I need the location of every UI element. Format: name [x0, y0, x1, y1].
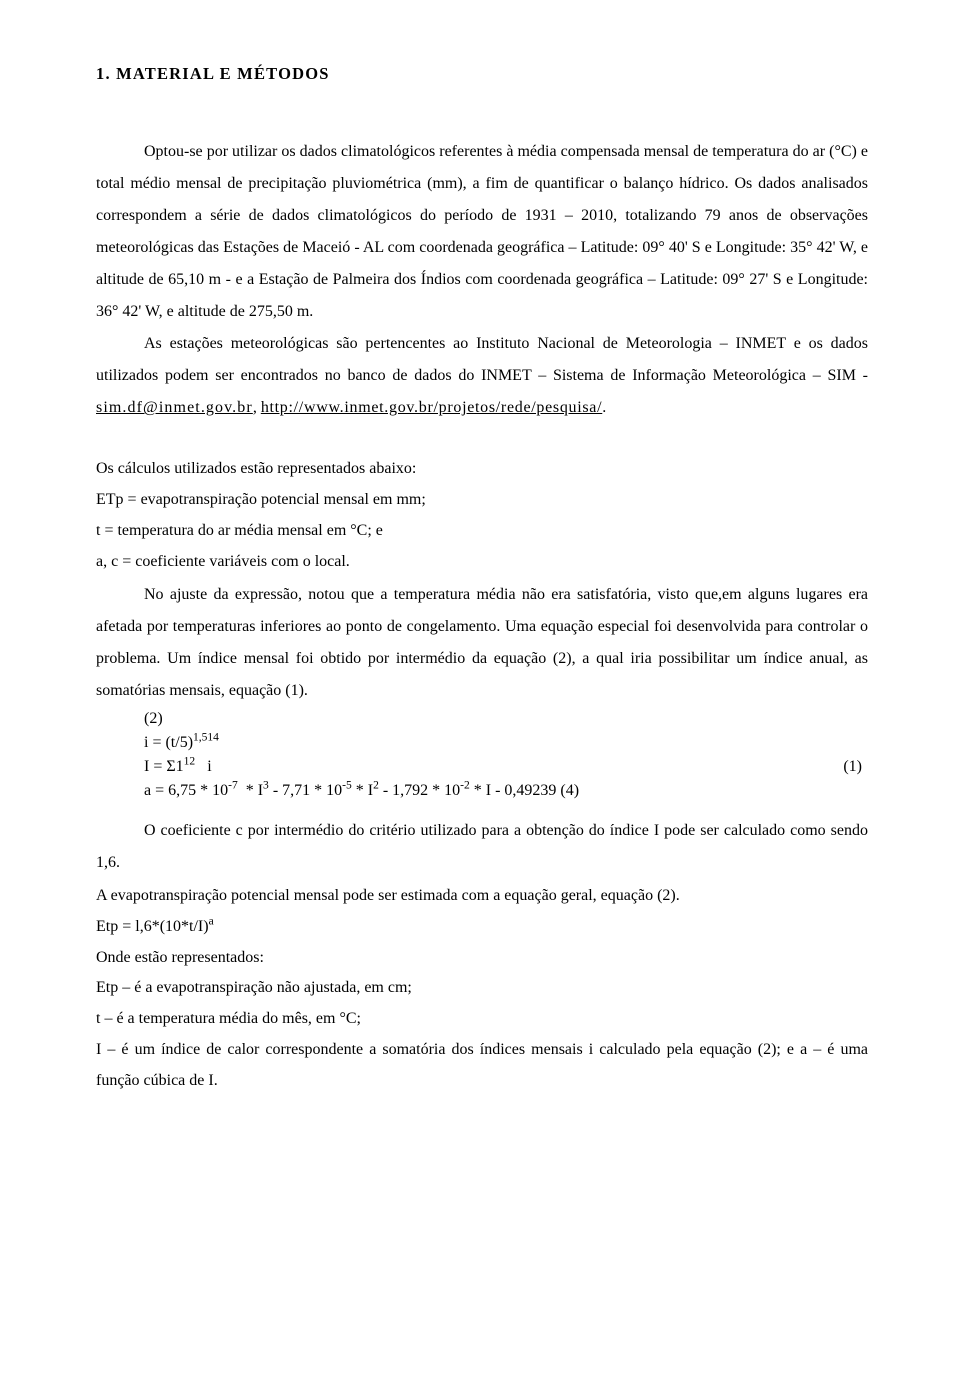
calc-line-1: ETp = evapotranspiração potencial mensal…: [96, 485, 868, 516]
calc-line-2: t = temperatura do ar média mensal em °C…: [96, 516, 868, 547]
link-url[interactable]: http://www.inmet.gov.br/projetos/rede/pe…: [261, 399, 602, 416]
eq-etp-pre: Etp = l,6*(10*t/I): [96, 918, 209, 935]
eq-a-4: * I: [352, 782, 373, 799]
eq-a-s3: -5: [342, 780, 352, 792]
eq-cap-i-pre: I = Σ1: [144, 758, 184, 775]
p2-text: As estações meteorológicas são pertencen…: [96, 335, 868, 384]
eq-etp-sup: a: [209, 916, 214, 928]
eq-cap-i-sup: 12: [184, 756, 196, 768]
eq-i-sup: 1,514: [193, 732, 219, 744]
eq-a-6: * I - 0,49239 (4): [470, 782, 579, 799]
paragraph-5: A evapotranspiração potencial mensal pod…: [96, 881, 868, 912]
eq-cap-i: I = Σ112 i: [144, 755, 212, 779]
eq-a-1: a = 6,75 * 10: [144, 782, 228, 799]
equation-block: (2) i = (t/5)1,514 I = Σ112 i (1) a = 6,…: [144, 707, 868, 803]
eq-number-1: (1): [843, 755, 868, 779]
paragraph-8: t – é a temperatura média do mês, em °C;: [96, 1004, 868, 1035]
eq-a-s1: -7: [228, 780, 238, 792]
eq-marker-2: (2): [144, 707, 868, 731]
eq-i-pre: i = (t/5): [144, 734, 193, 751]
eq-cap-i-post: i: [195, 758, 211, 775]
eq-a-3: - 7,71 * 10: [269, 782, 342, 799]
paragraph-4: O coeficiente c por intermédio do critér…: [96, 815, 868, 879]
calc-line-3: a, c = coeficiente variáveis com o local…: [96, 547, 868, 578]
eq-i: i = (t/5)1,514: [144, 731, 868, 755]
calc-intro: Os cálculos utilizados estão representad…: [96, 454, 868, 485]
eq-a-s5: -2: [460, 780, 470, 792]
eq-a-5: - 1,792 * 10: [379, 782, 460, 799]
eq-a: a = 6,75 * 10-7 * I3 - 7,71 * 10-5 * I2 …: [144, 779, 868, 803]
paragraph-1: Optou-se por utilizar os dados climatoló…: [96, 136, 868, 328]
paragraph-2: As estações meteorológicas são pertencen…: [96, 328, 868, 424]
paragraph-6: Onde estão representados:: [96, 943, 868, 974]
p2-sep: ,: [253, 399, 261, 416]
eq-etp: Etp = l,6*(10*t/I)a: [96, 912, 868, 943]
paragraph-7: Etp – é a evapotranspiração não ajustada…: [96, 973, 868, 1004]
eq-a-2: * I: [238, 782, 263, 799]
paragraph-3: No ajuste da expressão, notou que a temp…: [96, 579, 868, 707]
section-heading: 1. MATERIAL E MÉTODOS: [96, 62, 868, 86]
p2-end: .: [602, 399, 606, 416]
paragraph-9: I – é um índice de calor correspondente …: [96, 1035, 868, 1096]
link-email[interactable]: sim.df@inmet.gov.br: [96, 399, 253, 416]
